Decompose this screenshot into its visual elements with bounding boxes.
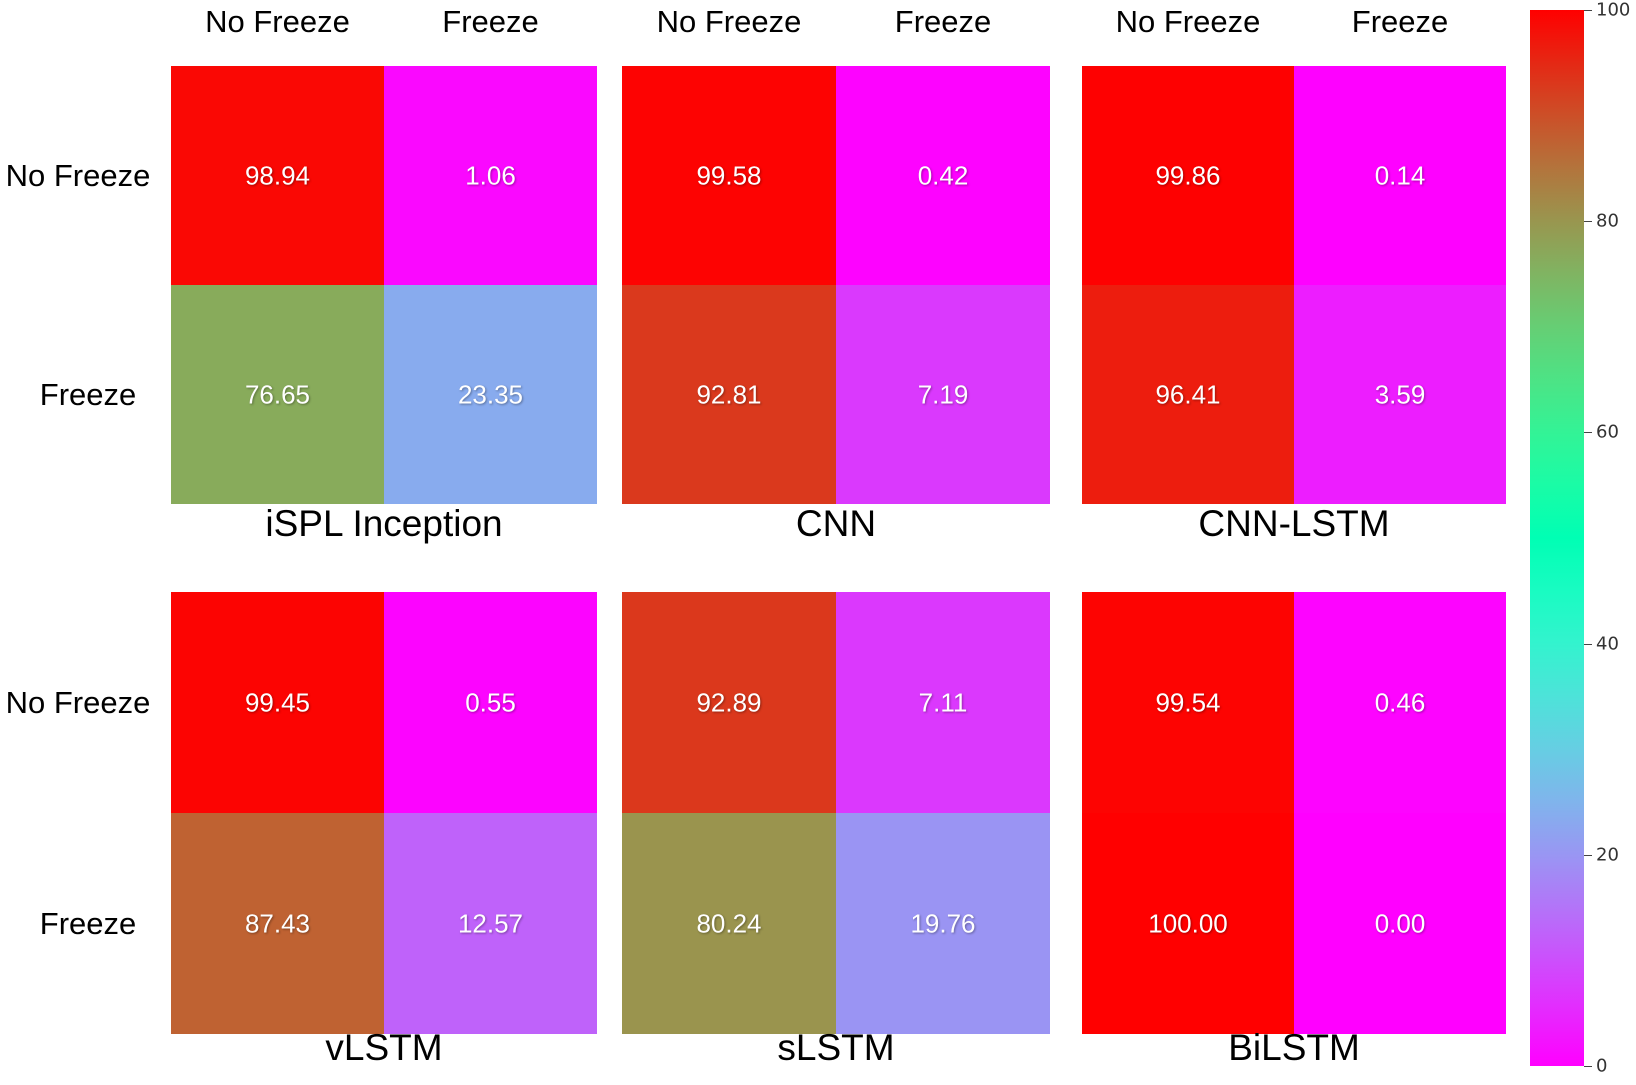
cell-value-label: 23.35 [457, 379, 524, 409]
cell-value-label: 99.58 [696, 160, 762, 190]
colorbar-tick-label: 40 [1596, 633, 1619, 655]
heatmap-cell: 99.86 [1082, 66, 1294, 285]
colorbar-tick-label: 80 [1596, 210, 1619, 232]
cell-value-label: 76.65 [244, 379, 311, 409]
colorbar-tick-label: 100 [1596, 0, 1631, 21]
colorbar-tick-label: 60 [1596, 421, 1619, 443]
row-label: No Freeze [5, 157, 151, 193]
column-label: No Freeze [1115, 4, 1261, 39]
cell-value-label: 0.14 [1374, 160, 1426, 190]
cell-value-label: 19.76 [910, 908, 976, 938]
colorbar-tick [1584, 432, 1592, 433]
cell-value-label: 100.00 [1148, 908, 1228, 938]
heatmap-cell: 96.41 [1082, 285, 1294, 504]
colorbar-tick [1584, 644, 1592, 645]
panel-title: CNN-LSTM [1198, 503, 1390, 544]
colorbar-tick [1584, 10, 1592, 11]
heatmap-cell: 1.06 [384, 66, 597, 285]
panel-title: vLSTM [325, 1027, 443, 1068]
cell-value-label: 99.54 [1155, 687, 1221, 717]
cell-value-label: 0.42 [917, 160, 969, 190]
heatmap-cell: 99.45 [171, 592, 384, 813]
heatmap-cell: 92.89 [622, 592, 836, 813]
colorbar [1530, 10, 1584, 1066]
cell-value-label: 7.11 [918, 687, 968, 717]
cell-value-label: 87.43 [244, 908, 311, 938]
heatmap-cell: 12.57 [384, 813, 597, 1034]
heatmap-cell: 7.19 [836, 285, 1050, 504]
column-label: Freeze [894, 4, 992, 39]
heatmap-cell: 98.94 [171, 66, 384, 285]
row-label: No Freeze [5, 684, 151, 720]
row-label: Freeze [39, 905, 137, 941]
panel-title: iSPL Inception [265, 503, 503, 544]
cell-value-label: 0.55 [465, 687, 516, 717]
cell-value-label: 12.57 [457, 908, 524, 938]
cell-value-label: 7.19 [917, 379, 969, 409]
heatmap-cell: 0.55 [384, 592, 597, 813]
panel-title: sLSTM [777, 1027, 895, 1068]
column-label: Freeze [1351, 4, 1449, 39]
cell-value-label: 96.41 [1155, 379, 1221, 409]
column-label: No Freeze [656, 4, 802, 39]
heatmap-cell: 0.46 [1294, 592, 1506, 813]
colorbar-tick-label: 20 [1596, 844, 1619, 866]
cell-value-label: 80.24 [696, 908, 762, 938]
heatmap-cell: 92.81 [622, 285, 836, 504]
column-label: No Freeze [205, 4, 350, 39]
cell-value-label: 92.89 [696, 687, 762, 717]
heatmap-cell: 0.14 [1294, 66, 1506, 285]
cell-value-label: 98.94 [244, 160, 311, 190]
cell-value-label: 0.46 [1374, 687, 1426, 717]
row-label: Freeze [39, 376, 137, 412]
colorbar-tick [1584, 221, 1592, 222]
colorbar-tick [1584, 1066, 1592, 1067]
heatmap-cell: 23.35 [384, 285, 597, 504]
heatmap-cell: 0.00 [1294, 813, 1506, 1034]
cell-value-label: 92.81 [696, 379, 762, 409]
panel-title: CNN [795, 503, 877, 544]
heatmap-cell: 0.42 [836, 66, 1050, 285]
cell-value-label: 99.45 [244, 687, 311, 717]
cell-value-label: 0.00 [1374, 908, 1426, 938]
panel-title: BiLSTM [1228, 1027, 1360, 1068]
heatmap-cell: 7.11 [836, 592, 1050, 813]
heatmap-cell: 99.58 [622, 66, 836, 285]
heatmap-cell: 19.76 [836, 813, 1050, 1034]
cell-value-label: 3.59 [1374, 379, 1426, 409]
heatmap-cell: 3.59 [1294, 285, 1506, 504]
colorbar-tick [1584, 855, 1592, 856]
heatmap-cell: 80.24 [622, 813, 836, 1034]
cell-value-label: 99.86 [1155, 160, 1221, 190]
heatmap-cell: 87.43 [171, 813, 384, 1034]
column-label: Freeze [442, 4, 539, 39]
heatmap-cell: 100.00 [1082, 813, 1294, 1034]
heatmap-cell: 99.54 [1082, 592, 1294, 813]
heatmap-cell: 76.65 [171, 285, 384, 504]
cell-value-label: 1.06 [465, 160, 516, 190]
colorbar-tick-label: 0 [1596, 1055, 1608, 1077]
